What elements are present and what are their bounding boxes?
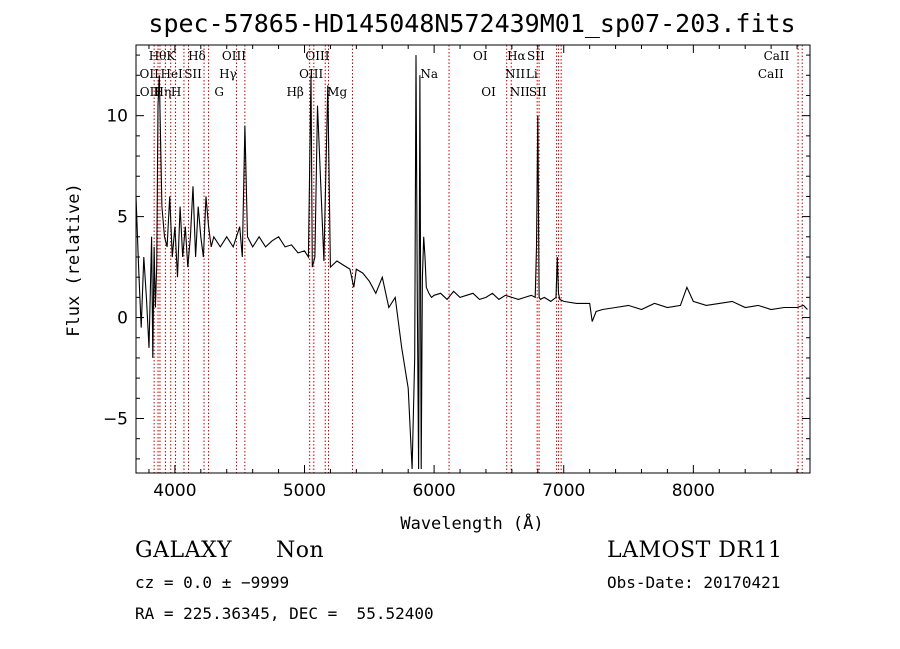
x-tick-label: 7000 [542,481,585,501]
object-class: GALAXY [135,538,233,563]
redshift-readout: cz = 0.0 ± −9999 [135,573,290,592]
y-tick-label: 5 [117,208,128,228]
spectral-line-label: Hη [153,85,171,99]
object-subclass: Non [276,538,325,563]
spectral-line-label: HeI [160,67,183,81]
x-tick-label: 6000 [412,481,455,501]
spectral-line-label: CaII [758,67,784,81]
x-axis-label: Wavelength (Å) [400,512,543,534]
x-tick-label: 4000 [153,481,196,501]
spectral-line-label: CaII [764,49,790,63]
y-tick-label: 10 [106,107,128,127]
spectral-line-label: OIII [305,49,329,63]
spectral-line-label: Hδ [188,49,206,63]
spectral-line-label: NII [510,85,530,99]
x-tick-label: 5000 [283,481,326,501]
y-axis-label: Flux (relative) [64,183,84,337]
spectral-line-label: Na [420,67,438,81]
y-axis-ticks: −5 0 5 10 [103,54,810,460]
spectral-line-label: OII [139,67,159,81]
spectral-line-label: K [166,49,176,63]
spectral-line-label: NII [505,67,525,81]
spectral-line-label: Hγ [219,67,237,81]
spectral-line-label: G [214,85,224,99]
spectral-line-label: Mg [327,85,347,99]
spectral-line-label: H [171,85,181,99]
chart-title: spec-57865-HD145048N572439M01_sp07-203.f… [148,9,795,38]
spectral-line-label: OII [140,85,160,99]
spectral-line-label: OIII [222,49,246,63]
spectral-line-label: Hα [507,49,526,63]
spectral-line-label: SII [184,67,202,81]
y-tick-label: 0 [117,309,128,329]
spectral-line-label: SII [527,49,545,63]
spectral-line-label: OI [481,85,496,99]
x-tick-label: 8000 [672,481,715,501]
spectral-line-label: Hβ [286,85,303,99]
spectral-line-labels: OII OII Hθ HeI Hη K H Hδ SII OIII Hγ G Hβ OIII OIII Mg N… [139,49,789,99]
spectral-line-label: OIII [299,67,323,81]
y-tick-label: −5 [103,409,128,429]
spectral-line-label: Li [526,67,538,81]
plot-frame [135,44,811,474]
x-axis-ticks: 4000 5000 6000 7000 8000 [148,45,798,501]
spectral-line-markers [153,45,803,473]
survey-label: LAMOST DR11 [607,538,783,563]
spectral-line-label: SII [529,85,547,99]
obs-date: Obs-Date: 20170421 [607,573,781,592]
spectral-line-label: Hθ [149,49,167,63]
ra-dec-readout: RA = 225.36345, DEC = 55.52400 [135,604,434,623]
spectrum-line [135,55,808,470]
spectral-line-label: OI [473,49,488,63]
